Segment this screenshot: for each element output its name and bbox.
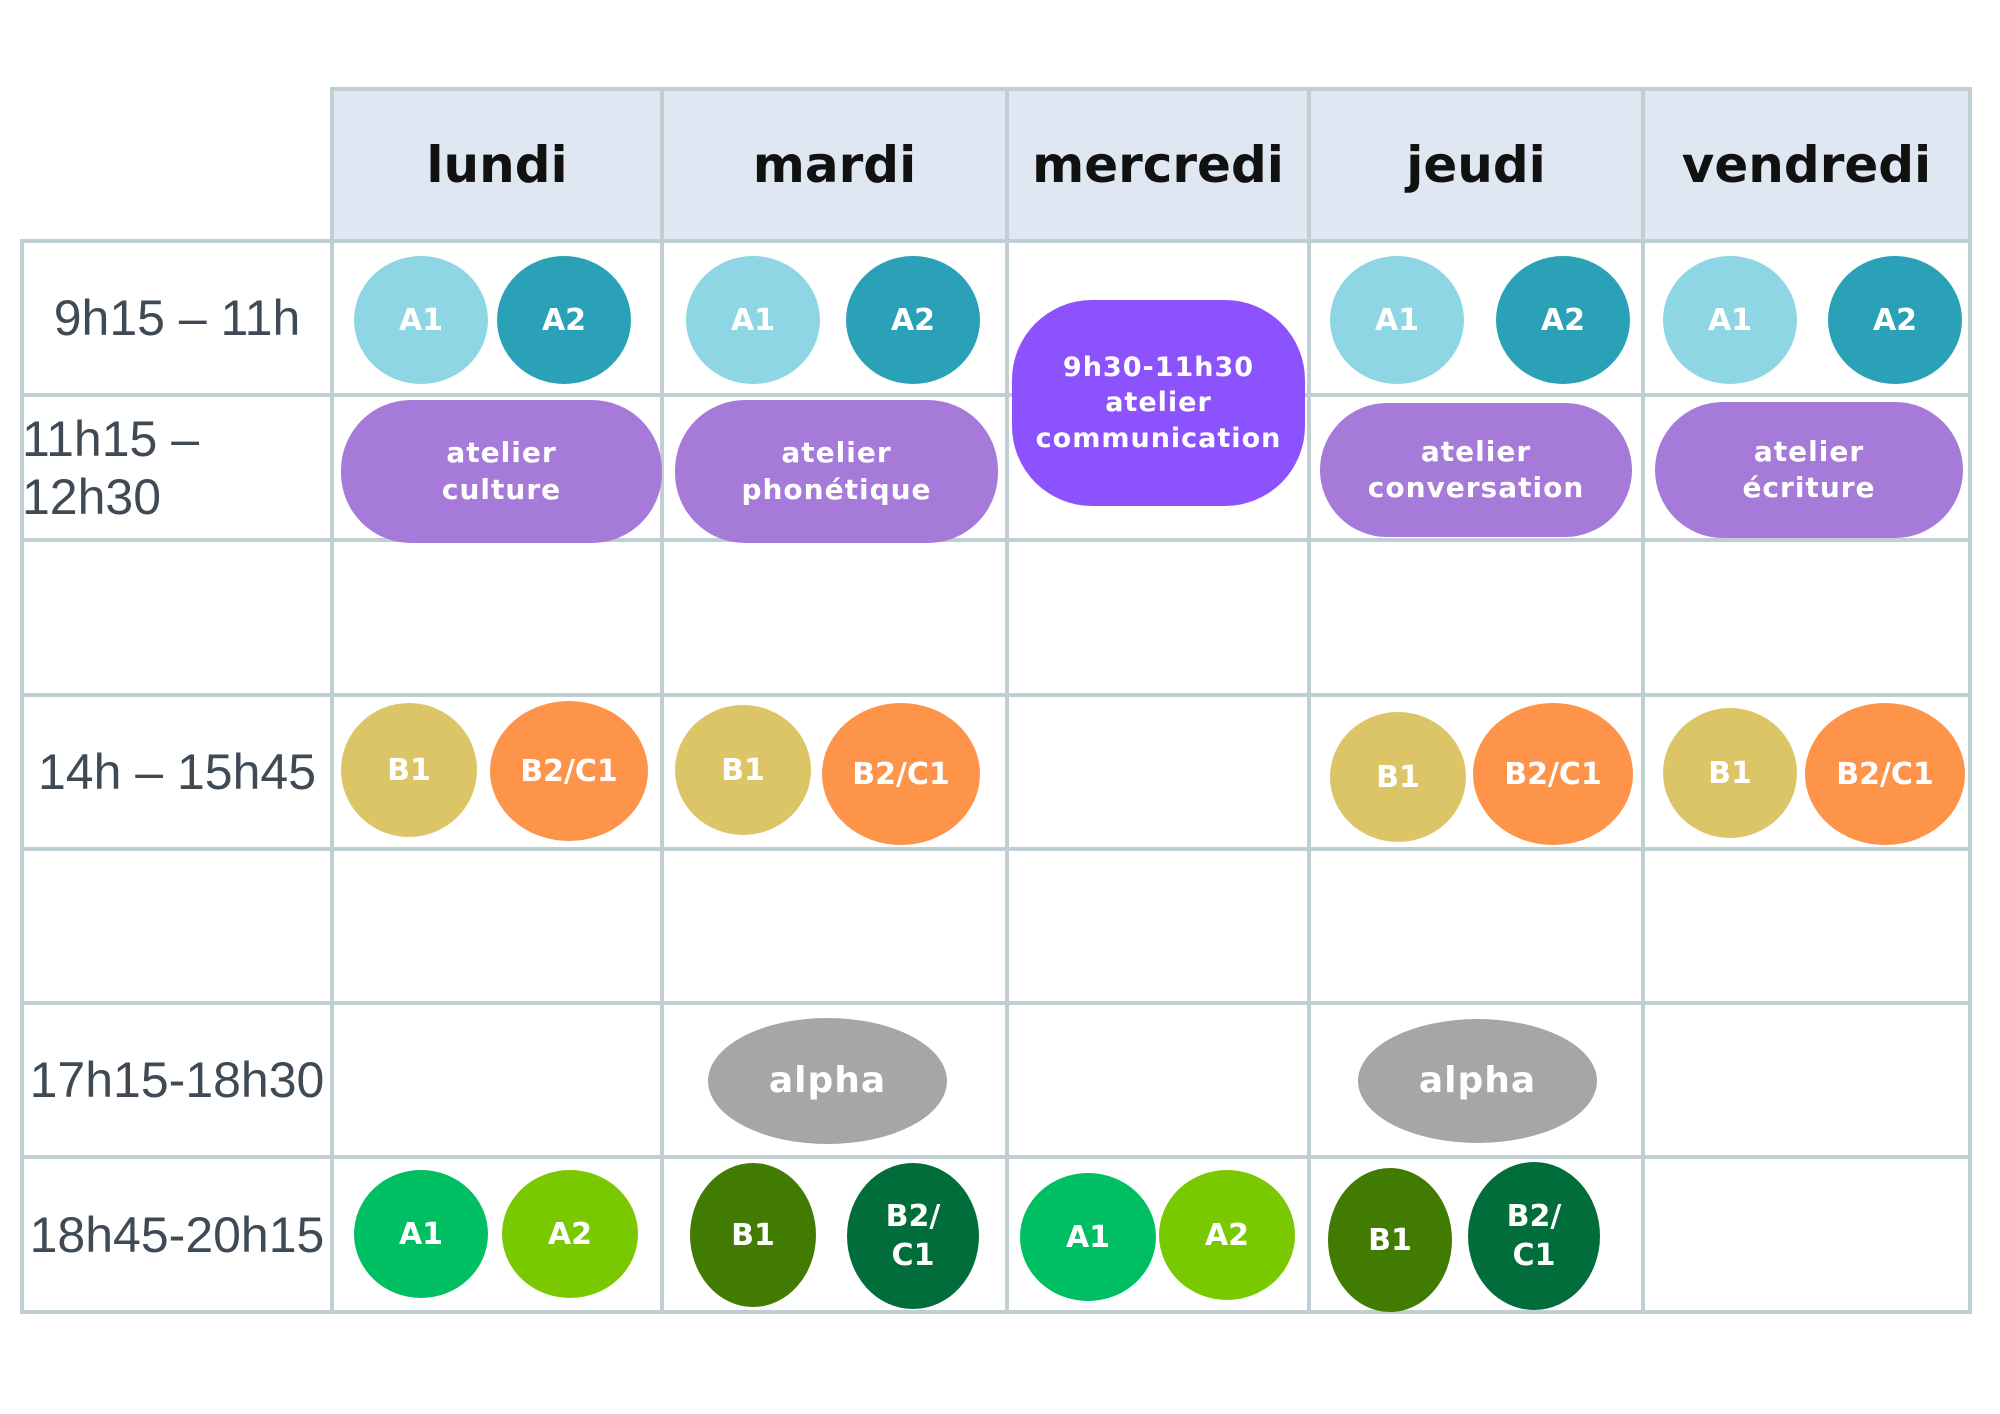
grid-line [20, 693, 1972, 697]
grid-line [1641, 87, 1645, 1314]
course-badge-b1[interactable]: B1 [1330, 712, 1466, 842]
grid-line [660, 87, 664, 1314]
course-badge-b2c1[interactable]: B2/ C1 [847, 1163, 979, 1309]
course-badge-a2[interactable]: A2 [1828, 256, 1962, 384]
grid-line [20, 1310, 1972, 1314]
grid-line [20, 239, 1972, 243]
grid-line [20, 239, 24, 1314]
course-badge-a2[interactable]: A2 [846, 256, 980, 384]
course-badge-a1[interactable]: A1 [1330, 256, 1464, 384]
grid-line [20, 1001, 1972, 1005]
time-label-slot-2: 11h15 – 12h30 [22, 410, 200, 525]
time-label-slot-5 [22, 849, 332, 1003]
course-badge-b2c1[interactable]: B2/C1 [490, 701, 648, 841]
day-header-vendredi: vendredi [1681, 136, 1932, 194]
course-badge-b2c1[interactable]: B2/C1 [1805, 703, 1965, 845]
grid-line [20, 393, 1972, 397]
workshop-communication[interactable]: 9h30-11h30 atelier communication [1012, 300, 1305, 506]
workshop-culture[interactable]: atelier culture [341, 400, 662, 543]
header-background [332, 89, 1970, 241]
time-label-slot-7: 18h45-20h15 [29, 1206, 325, 1263]
course-badge-b1[interactable]: B1 [675, 705, 811, 835]
workshop-conversation[interactable]: atelier conversation [1320, 403, 1632, 537]
workshop-phonetique[interactable]: atelier phonétique [675, 400, 998, 543]
grid-line [1005, 87, 1009, 1314]
day-header-lundi: lundi [426, 136, 568, 194]
grid-line [332, 87, 1972, 91]
course-badge-a2[interactable]: A2 [1159, 1170, 1295, 1300]
workshop-ecriture[interactable]: atelier écriture [1655, 402, 1963, 538]
course-badge-a1[interactable]: A1 [354, 256, 488, 384]
time-label-slot-4: 14h – 15h45 [37, 744, 317, 800]
time-label-slot-3 [22, 540, 332, 695]
grid-line [1307, 87, 1311, 1314]
course-badge-b1[interactable]: B1 [690, 1163, 816, 1307]
time-label-slot-1: 9h15 – 11h [53, 290, 301, 346]
time-label-slot-6: 17h15-18h30 [29, 1052, 325, 1108]
course-badge-a1[interactable]: A1 [1020, 1173, 1156, 1301]
course-badge-b2c1[interactable]: B2/C1 [822, 703, 980, 845]
grid-line [20, 538, 1972, 542]
course-badge-a1[interactable]: A1 [1663, 256, 1797, 384]
grid-line [20, 1155, 1972, 1159]
course-badge-a2[interactable]: A2 [497, 256, 631, 384]
course-badge-b1[interactable]: B1 [341, 703, 477, 837]
day-header-jeudi: jeudi [1406, 136, 1546, 194]
day-header-mardi: mardi [752, 136, 917, 194]
course-badge-b1[interactable]: B1 [1328, 1168, 1452, 1312]
grid-line [1968, 87, 1972, 1314]
course-badge-b2c1[interactable]: B2/C1 [1473, 703, 1633, 845]
course-badge-alpha[interactable]: alpha [1358, 1019, 1597, 1143]
course-badge-b1[interactable]: B1 [1663, 708, 1797, 838]
grid-line [330, 87, 334, 1314]
course-badge-a2[interactable]: A2 [1496, 256, 1630, 384]
course-badge-alpha[interactable]: alpha [708, 1018, 947, 1144]
course-badge-a1[interactable]: A1 [686, 256, 820, 384]
grid-line [20, 847, 1972, 851]
course-badge-a1[interactable]: A1 [354, 1170, 488, 1298]
day-header-mercredi: mercredi [1032, 136, 1284, 194]
course-badge-a2[interactable]: A2 [502, 1170, 638, 1298]
course-badge-b2c1[interactable]: B2/ C1 [1468, 1162, 1600, 1310]
